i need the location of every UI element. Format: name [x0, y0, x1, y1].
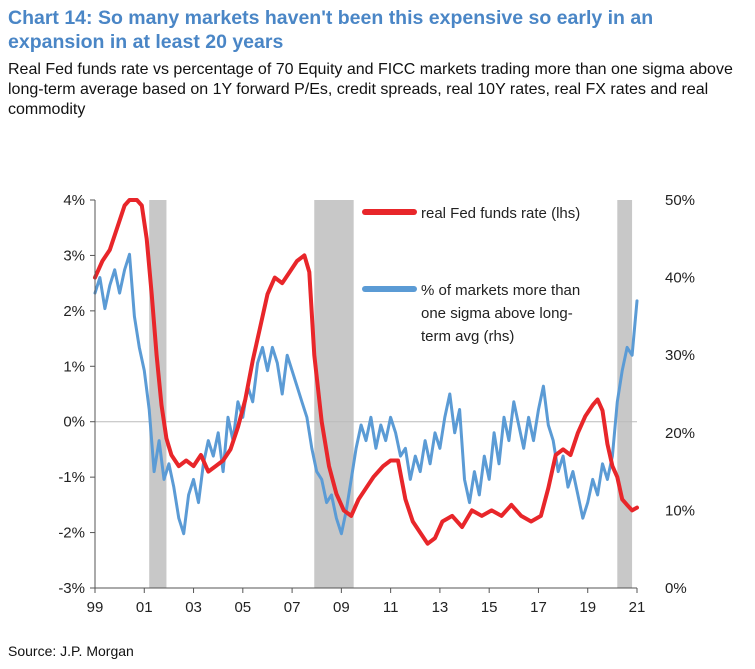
x-tick-label: 09	[333, 599, 350, 616]
y-left-tick-label: 1%	[63, 358, 85, 375]
legend-markets-label: % of markets more than one sigma above l…	[421, 282, 584, 345]
x-tick-label: 03	[185, 599, 202, 616]
source-note: Source: J.P. Morgan	[8, 643, 134, 659]
y-left-tick-label: 4%	[63, 192, 85, 209]
y-right-tick-label: 50%	[665, 192, 695, 209]
x-tick-label: 19	[579, 599, 596, 616]
recession-bands	[149, 200, 633, 588]
y-right-tick-label: 10%	[665, 502, 695, 519]
recession-band-0	[149, 200, 167, 588]
series-lines	[93, 198, 639, 546]
chart-title: Chart 14: So many markets haven't been t…	[8, 7, 654, 53]
legend-markets-label-line3: term avg (rhs)	[421, 328, 514, 345]
y-left-tick-label: -1%	[58, 469, 85, 486]
y-right-tick-label: 20%	[665, 425, 695, 442]
x-tick-label: 05	[234, 599, 251, 616]
x-tick-label: 17	[530, 599, 547, 616]
legend: real Fed funds rate (lhs) % of markets m…	[362, 205, 584, 345]
legend-markets-label-line2: one sigma above long-	[421, 305, 573, 322]
series-line-fed-funds	[93, 198, 639, 546]
x-tick-label: 15	[481, 599, 498, 616]
x-tick-label: 13	[432, 599, 449, 616]
y-right-tick-label: 0%	[665, 580, 687, 597]
y-left-tick-label: 2%	[63, 303, 85, 320]
chart-subtitle: Real Fed funds rate vs percentage of 70 …	[8, 61, 733, 118]
x-tick-label: 11	[383, 599, 399, 616]
y-right-tick-label: 40%	[665, 270, 695, 287]
x-tick-label: 21	[629, 599, 646, 616]
series-line-markets-pct	[93, 252, 639, 536]
axes: 4% 3% 2% 1% 0% -1% -2% -3% 50% 40% 30% 20% 10% 0% 99 01…	[58, 192, 695, 616]
y-left-tick-label: -2%	[58, 525, 85, 542]
y-left-tick-label: 3%	[63, 247, 85, 264]
y-left-tick-label: -3%	[58, 580, 85, 597]
x-tick-label: 07	[284, 599, 301, 616]
x-tick-label: 01	[136, 599, 153, 616]
y-left-tick-label: 0%	[63, 414, 85, 431]
y-right-tick-label: 30%	[665, 347, 695, 364]
x-tick-label: 99	[87, 599, 104, 616]
recession-band-1	[314, 200, 354, 588]
legend-markets-label-line1: % of markets more than	[421, 282, 580, 299]
legend-fed-label: real Fed funds rate (lhs)	[421, 205, 580, 222]
